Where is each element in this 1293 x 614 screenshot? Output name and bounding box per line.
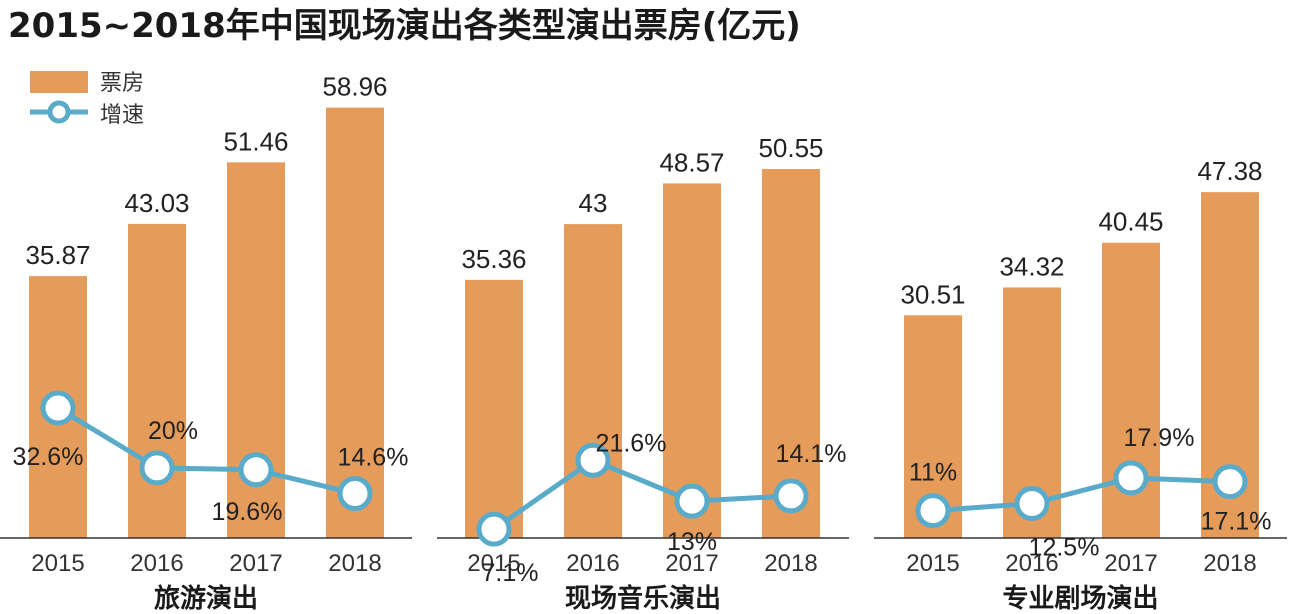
legend-bar-swatch — [30, 71, 88, 93]
legend: 票房 增速 — [30, 71, 144, 128]
growth-value-label: 17.9% — [1124, 424, 1195, 452]
bar-value-label: 40.45 — [1098, 207, 1163, 237]
x-tick-label: 2017 — [229, 550, 282, 577]
growth-value-label: 14.6% — [338, 444, 409, 472]
x-tick-label: 2015 — [31, 550, 84, 577]
growth-point — [1212, 464, 1248, 500]
x-tick-label: 2016 — [1005, 550, 1058, 577]
growth-value-label: 17.1% — [1201, 508, 1272, 536]
bar — [663, 183, 721, 538]
x-tick-label: 2015 — [906, 550, 959, 577]
bar-value-label: 35.87 — [25, 240, 90, 270]
growth-value-label: 11% — [909, 459, 957, 487]
growth-point — [915, 493, 951, 529]
x-tick-label: 2018 — [1203, 550, 1256, 577]
growth-value-label: 21.6% — [596, 429, 667, 457]
bar-value-label: 47.38 — [1197, 156, 1262, 186]
growth-line — [56, 405, 356, 496]
growth-point — [575, 442, 611, 478]
growth-point — [773, 478, 809, 514]
bar-value-label: 43.03 — [124, 188, 189, 218]
growth-value-label: 20% — [148, 417, 198, 445]
bar — [128, 223, 186, 539]
chart-title: 2015~2018年中国现场演出各类型演出票房(亿元) — [8, 6, 801, 46]
legend-bar-label: 票房 — [100, 71, 144, 96]
growth-line — [492, 457, 792, 532]
growth-point — [674, 483, 710, 519]
bar-value-label: 34.32 — [999, 251, 1064, 281]
legend-line-label: 增速 — [100, 103, 144, 128]
growth-value-label: 32.6% — [13, 443, 84, 471]
growth-value-label: 13% — [667, 528, 717, 556]
bar-value-label: 30.51 — [900, 279, 965, 309]
x-tick-label: 2017 — [665, 550, 718, 577]
x-tick-label: 2016 — [130, 550, 183, 577]
growth-line — [932, 475, 1231, 514]
growth-value-label: 12.5% — [1029, 534, 1100, 562]
bar-value-label: 51.46 — [223, 126, 288, 156]
panel-3: 30.51 34.32 40.45 47.38 2015 2016 2017 2018 专业剧场… — [874, 156, 1287, 614]
bar-value-label: 50.55 — [758, 133, 823, 163]
bar-value-label: 58.96 — [322, 72, 387, 102]
growth-point — [1113, 460, 1149, 496]
x-tick-label: 2015 — [467, 550, 520, 577]
growth-value-label: 14.1% — [776, 440, 847, 468]
growth-point — [238, 452, 274, 488]
growth-point — [476, 511, 512, 547]
bar — [762, 168, 820, 539]
panel-title: 旅游演出 — [154, 583, 258, 614]
legend-line-marker — [47, 100, 71, 124]
panel-title: 现场音乐演出 — [565, 583, 721, 614]
bar — [564, 224, 622, 538]
growth-point — [1014, 486, 1050, 522]
bar-value-label: 48.57 — [659, 147, 724, 177]
x-tick-label: 2017 — [1104, 550, 1157, 577]
bar — [326, 107, 384, 538]
growth-point — [40, 390, 76, 426]
panel-2: 35.36 43 48.57 50.55 2015 2016 2017 2018 现场音乐演出 7… — [437, 133, 849, 614]
growth-value-label: 19.6% — [212, 498, 283, 526]
panel-1: 35.87 43.03 51.46 58.96 2015 2016 2017 2018 旅游演出… — [0, 72, 412, 614]
bar — [465, 279, 523, 538]
growth-point — [139, 450, 175, 486]
x-tick-label: 2018 — [328, 550, 381, 577]
x-tick-label: 2018 — [764, 550, 817, 577]
panel-title: 专业剧场演出 — [1002, 583, 1158, 614]
bar-value-label: 43 — [579, 188, 608, 218]
x-tick-label: 2016 — [566, 550, 619, 577]
bar-value-label: 35.36 — [461, 244, 526, 274]
growth-value-label: 7.1% — [482, 559, 539, 587]
growth-point — [337, 476, 373, 512]
